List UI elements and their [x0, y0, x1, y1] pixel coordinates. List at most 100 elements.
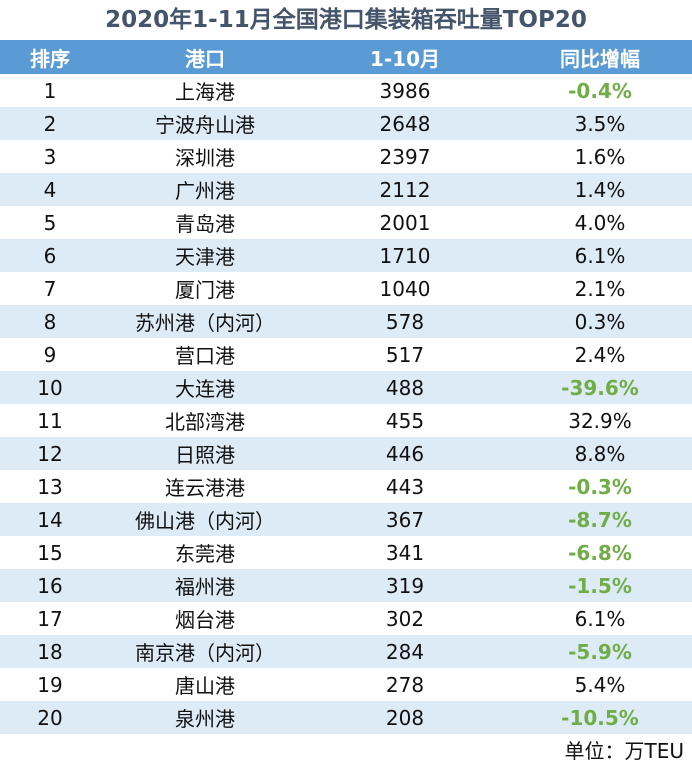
header-rank: 排序: [30, 46, 70, 71]
yoy-cell: 2.1%: [574, 276, 626, 301]
table-row: 12 日照港 446 8.8%: [0, 437, 692, 470]
port-cell: 青岛港: [175, 212, 235, 236]
yoy-cell: 2.4%: [574, 342, 626, 367]
value-cell: 2001: [379, 210, 431, 235]
port-cell: 厦门港: [175, 278, 235, 302]
table-row: 2 宁波舟山港 2648 3.5%: [0, 107, 692, 140]
rank-cell: 15: [37, 540, 63, 565]
yoy-cell: 6.1%: [574, 243, 626, 268]
port-cell: 天津港: [175, 245, 235, 269]
rank-cell: 16: [37, 573, 63, 598]
rank-cell: 1: [43, 78, 57, 103]
port-cell: 烟台港: [175, 608, 235, 632]
value-cell: 3986: [379, 78, 431, 103]
yoy-cell: -6.8%: [568, 540, 632, 565]
table-row: 17 烟台港 302 6.1%: [0, 602, 692, 635]
table-row: 13 连云港港 443 -0.3%: [0, 470, 692, 503]
table-row: 7 厦门港 1040 2.1%: [0, 272, 692, 305]
header-port: 港口: [185, 46, 225, 71]
unit-label: 单位：万TEU: [564, 739, 685, 763]
table-title: 2020年1-11月全国港口集装箱吞吐量TOP20: [105, 7, 587, 33]
port-cell: 营口港: [175, 344, 235, 368]
value-cell: 455: [385, 408, 425, 433]
rank-cell: 4: [43, 177, 57, 202]
table-row: 1 上海港 3986 -0.4%: [0, 74, 692, 107]
rank-cell: 18: [37, 639, 63, 664]
rank-cell: 13: [37, 474, 63, 499]
rank-cell: 20: [37, 705, 63, 730]
yoy-cell: 6.1%: [574, 606, 626, 631]
value-cell: 578: [385, 309, 425, 334]
value-cell: 284: [385, 639, 425, 664]
table-row: 9 营口港 517 2.4%: [0, 338, 692, 371]
port-cell: 南京港（内河）: [135, 641, 275, 665]
rank-cell: 17: [37, 606, 63, 631]
yoy-cell: 1.4%: [574, 177, 626, 202]
port-cell: 福州港: [175, 575, 235, 599]
rank-cell: 14: [37, 507, 63, 532]
table-row: 19 唐山港 278 5.4%: [0, 668, 692, 701]
port-cell: 唐山港: [175, 674, 235, 698]
rank-cell: 2: [43, 111, 57, 136]
port-cell: 深圳港: [175, 146, 235, 170]
rank-cell: 5: [43, 210, 57, 235]
yoy-cell: 8.8%: [574, 441, 626, 466]
port-cell: 泉州港: [175, 707, 235, 731]
value-cell: 319: [385, 573, 425, 598]
port-cell: 广州港: [175, 179, 235, 203]
value-cell: 341: [385, 540, 425, 565]
port-cell: 上海港: [175, 80, 235, 104]
yoy-cell: 5.4%: [574, 672, 626, 697]
value-cell: 1040: [379, 276, 431, 301]
table-row: 5 青岛港 2001 4.0%: [0, 206, 692, 239]
yoy-cell: -0.4%: [568, 78, 632, 103]
rank-cell: 12: [37, 441, 63, 466]
yoy-cell: -0.3%: [568, 474, 632, 499]
table-row: 8 苏州港（内河） 578 0.3%: [0, 305, 692, 338]
yoy-cell: 1.6%: [574, 144, 626, 169]
value-cell: 2397: [379, 144, 431, 169]
port-cell: 连云港港: [165, 476, 245, 500]
port-cell: 佛山港（内河）: [135, 509, 275, 533]
table-row: 10 大连港 488 -39.6%: [0, 371, 692, 404]
yoy-cell: 3.5%: [574, 111, 626, 136]
table-row: 18 南京港（内河） 284 -5.9%: [0, 635, 692, 668]
table-row: 14 佛山港（内河） 367 -8.7%: [0, 503, 692, 536]
table-row: 3 深圳港 2397 1.6%: [0, 140, 692, 173]
table-row: 4 广州港 2112 1.4%: [0, 173, 692, 206]
value-cell: 2112: [379, 177, 431, 202]
yoy-cell: -5.9%: [568, 639, 632, 664]
port-cell: 宁波舟山港: [155, 113, 255, 137]
header-value: 1-10月: [369, 46, 441, 71]
rank-cell: 3: [43, 144, 57, 169]
table-row: 11 北部湾港 455 32.9%: [0, 404, 692, 437]
value-cell: 208: [385, 705, 425, 730]
rank-cell: 7: [43, 276, 57, 301]
rank-cell: 19: [37, 672, 63, 697]
table-header: 排序 港口 1-10月 同比增幅: [0, 40, 692, 74]
rank-cell: 9: [43, 342, 57, 367]
port-cell: 大连港: [175, 377, 235, 401]
value-cell: 443: [385, 474, 425, 499]
yoy-cell: -1.5%: [568, 573, 632, 598]
value-cell: 517: [385, 342, 425, 367]
rank-cell: 10: [37, 375, 63, 400]
port-cell: 苏州港（内河）: [135, 311, 275, 335]
table-row: 15 东莞港 341 -6.8%: [0, 536, 692, 569]
port-cell: 东莞港: [175, 542, 235, 566]
yoy-cell: -39.6%: [561, 375, 639, 400]
table-row: 6 天津港 1710 6.1%: [0, 239, 692, 272]
port-cell: 北部湾港: [165, 410, 245, 434]
value-cell: 302: [385, 606, 425, 631]
table-row: 16 福州港 319 -1.5%: [0, 569, 692, 602]
rank-cell: 11: [37, 408, 63, 433]
yoy-cell: -8.7%: [568, 507, 632, 532]
value-cell: 446: [385, 441, 425, 466]
rank-cell: 8: [43, 309, 57, 334]
port-cell: 日照港: [175, 443, 235, 467]
rank-cell: 6: [43, 243, 57, 268]
value-cell: 488: [385, 375, 425, 400]
yoy-cell: 0.3%: [574, 309, 626, 334]
value-cell: 367: [385, 507, 425, 532]
header-yoy: 同比增幅: [560, 46, 640, 71]
